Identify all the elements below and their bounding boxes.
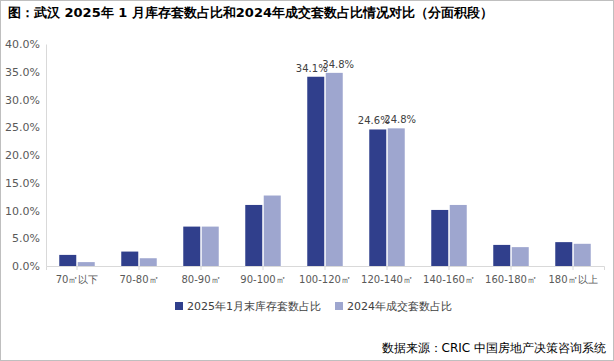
bar (574, 244, 591, 266)
frame (1, 1, 614, 361)
legend-swatch (335, 302, 343, 310)
legend-item: 2025年1月末库存套数占比 (175, 300, 321, 313)
x-tick: 160-180㎡ (485, 266, 537, 285)
bar (555, 242, 572, 266)
bar (326, 73, 343, 266)
legend-item: 2024年成交套数占比 (335, 300, 452, 313)
x-tick-label: 70㎡以下 (56, 274, 99, 285)
bar (493, 245, 510, 266)
y-tick: 40.0% (5, 38, 46, 51)
y-tick: 20.0% (5, 149, 46, 162)
y-tick-label: 30.0% (5, 94, 40, 107)
legend-label: 2024年成交套数占比 (347, 300, 452, 313)
x-tick-mark (573, 266, 574, 270)
x-tick: 100-120㎡ (299, 266, 351, 285)
y-tick: 5.0% (12, 232, 46, 245)
bar (369, 129, 386, 266)
bar (264, 196, 281, 266)
bar (388, 128, 405, 266)
y-tick: 25.0% (5, 121, 46, 134)
title: 图：武汉 2025年 1 月库存套数占比和2024年成交套数占比情况对比（分面积… (8, 5, 493, 20)
x-tick-mark (263, 266, 264, 270)
x-tick-label: 100-120㎡ (299, 274, 351, 285)
y-tick: 30.0% (5, 94, 46, 107)
data-labels: 34.1%24.6%34.8%24.8% (296, 59, 416, 127)
plot: 0.0% 5.0% 10.0% 15.0% 20.0% 25.0% 30.0% 35.0% 40… (5, 38, 604, 285)
y-axis-line (46, 45, 47, 267)
y-tick-label: 0.0% (12, 260, 40, 273)
y-tick: 15.0% (5, 177, 46, 190)
x-tick: 140-160㎡ (423, 266, 475, 285)
y-tick: 0.0% (12, 260, 46, 273)
x-tick: 80-90㎡ (181, 266, 220, 285)
data-label: 34.8% (322, 59, 354, 70)
bar (140, 258, 157, 266)
bar (78, 262, 95, 266)
x-tick-mark (139, 266, 140, 270)
x-tick-label: 160-180㎡ (485, 274, 537, 285)
bar (121, 252, 138, 266)
x-tick: 70-80㎡ (119, 266, 158, 285)
bar (202, 227, 219, 266)
bar (431, 210, 448, 266)
x-tick-label: 120-140㎡ (361, 274, 413, 285)
x-axis-line (47, 267, 605, 271)
y-tick-label: 25.0% (5, 121, 40, 134)
x-tick-label: 80-90㎡ (181, 274, 220, 285)
bar (245, 205, 262, 266)
x-tick: 180㎡以上 (548, 266, 597, 285)
bars (59, 73, 590, 266)
legend-swatch (175, 302, 183, 310)
x-tick-label: 70-80㎡ (119, 274, 158, 285)
x-tick-mark (511, 266, 512, 270)
x-tick: 120-140㎡ (361, 266, 413, 285)
bar (59, 255, 76, 266)
chart: 图：武汉 2025年 1 月库存套数占比和2024年成交套数占比情况对比（分面积… (0, 0, 614, 361)
y-tick-label: 5.0% (12, 232, 40, 245)
x-tick-label: 90-100㎡ (240, 274, 285, 285)
x-tick-label: 180㎡以上 (548, 274, 597, 285)
y-tick: 35.0% (5, 66, 46, 79)
x-tick: 90-100㎡ (240, 266, 285, 285)
y-tick-label: 20.0% (5, 149, 40, 162)
y-tick-label: 10.0% (5, 205, 40, 218)
legend: 2025年1月末库存套数占比 2024年成交套数占比 (175, 300, 452, 313)
legend-label: 2025年1月末库存套数占比 (187, 300, 321, 313)
x-tick-mark (449, 266, 450, 270)
source: 数据来源：CRIC 中国房地产决策咨询系统 (382, 341, 606, 355)
x-tick-mark (77, 266, 78, 270)
y-tick-label: 40.0% (5, 38, 40, 51)
y-axis: 0.0% 5.0% 10.0% 15.0% 20.0% 25.0% 30.0% 35.0% 40… (5, 38, 46, 273)
x-axis: 70㎡以下 70-80㎡ 80-90㎡ 90-100㎡ 100-120㎡ 120-140㎡… (47, 266, 605, 285)
bar (307, 77, 324, 266)
y-tick-label: 35.0% (5, 66, 40, 79)
bar (183, 227, 200, 266)
bar (512, 247, 529, 266)
x-tick-mark (201, 266, 202, 270)
y-tick: 10.0% (5, 205, 46, 218)
data-label: 24.8% (384, 114, 416, 125)
bar (450, 205, 467, 266)
x-tick: 70㎡以下 (56, 266, 99, 285)
x-tick-label: 140-160㎡ (423, 274, 475, 285)
x-tick-mark (387, 266, 388, 270)
x-tick-mark (325, 266, 326, 270)
y-tick-label: 15.0% (5, 177, 40, 190)
